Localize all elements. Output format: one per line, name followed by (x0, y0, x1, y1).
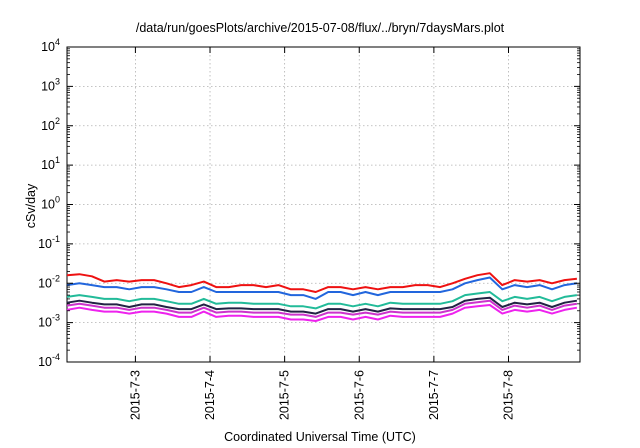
series-layer (66, 272, 578, 322)
x-tick-label: 2015-7-6 (352, 370, 366, 420)
y-tick-label: 10-2 (38, 273, 60, 290)
x-tick-label: 2015-7-7 (427, 370, 441, 420)
x-tick-label: 2015-7-4 (203, 370, 217, 420)
series-line-1 (66, 272, 578, 293)
y-axis: 10-4 10-3 10-2 10-1 100 101 102 103 104 (38, 37, 580, 369)
x-tick-label: 2015-7-8 (501, 370, 515, 420)
series-line-6 (66, 304, 578, 322)
series-line-5 (66, 299, 578, 318)
y-tick-label: 100 (41, 195, 60, 212)
x-tick-label: 2015-7-5 (278, 370, 292, 420)
x-tick-label: 2015-7-3 (128, 370, 142, 420)
grid-lines (67, 47, 580, 362)
series-line-2 (66, 276, 578, 300)
x-axis: 2015-7-3 2015-7-4 2015-7-5 2015-7-6 2015-7-7… (128, 47, 515, 420)
x-axis-label: Coordinated Universal Time (UTC) (224, 430, 416, 444)
series-line-4 (66, 296, 578, 315)
y-tick-label: 10-1 (38, 234, 60, 251)
y-tick-label: 10-4 (38, 352, 60, 369)
y-tick-label: 104 (41, 37, 60, 54)
y-tick-label: 10-3 (38, 313, 60, 330)
y-tick-label: 101 (41, 155, 60, 172)
y-tick-label: 102 (41, 116, 60, 133)
series-line-3 (66, 291, 578, 310)
chart-title: /data/run/goesPlots/archive/2015-07-08/f… (136, 21, 505, 35)
y-axis-label: cSv/day (24, 183, 38, 228)
y-tick-label: 103 (41, 76, 60, 93)
